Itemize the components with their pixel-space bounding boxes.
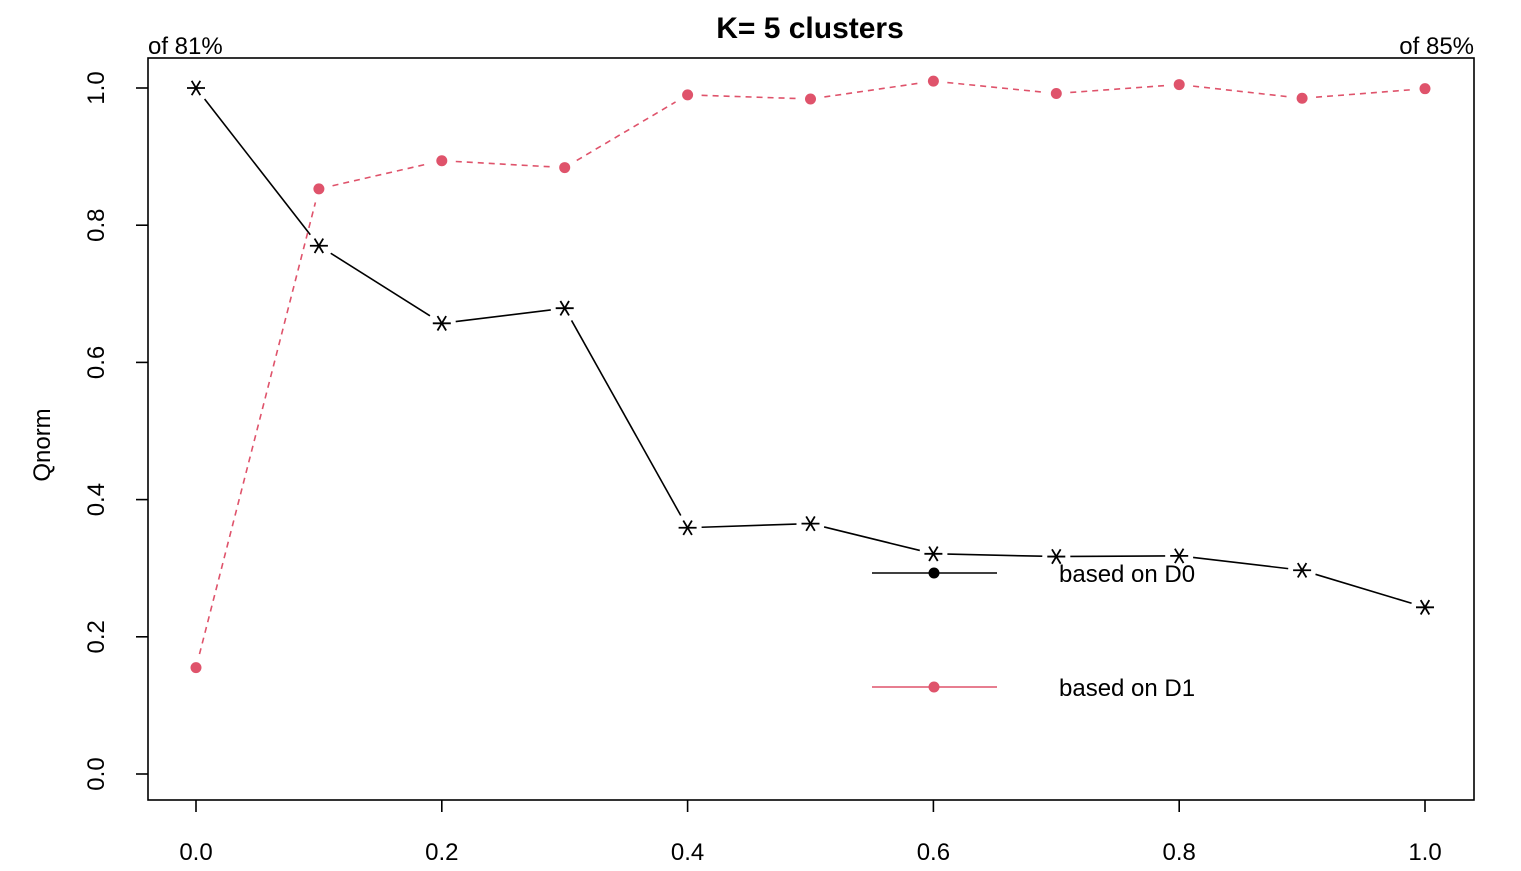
series-segment xyxy=(455,309,551,323)
legend-label: based on D1 xyxy=(1059,675,1195,702)
data-point xyxy=(678,520,697,536)
series-segment xyxy=(203,98,311,236)
right-annotation: of 85% xyxy=(1399,33,1474,60)
asterisk-stroke xyxy=(436,315,447,331)
asterisk-stroke xyxy=(1174,548,1185,564)
asterisk-stroke xyxy=(1051,548,1062,565)
data-point xyxy=(309,238,328,254)
asterisk-stroke xyxy=(1419,599,1431,615)
asterisk-stroke xyxy=(313,238,324,254)
legend-label: based on D0 xyxy=(1059,561,1195,588)
series-segment xyxy=(1070,555,1166,558)
data-point xyxy=(1416,599,1434,615)
data-point xyxy=(313,183,325,195)
y-tick-label: 0.2 xyxy=(83,620,110,653)
data-point xyxy=(187,80,205,96)
y-tick-label: 0.8 xyxy=(83,209,110,242)
asterisk-stroke xyxy=(805,515,816,532)
x-tick-label: 0.6 xyxy=(917,839,950,866)
series-layer xyxy=(187,75,1434,674)
data-point xyxy=(1173,79,1185,91)
data-point xyxy=(1296,92,1308,104)
x-tick-label: 0.4 xyxy=(671,839,704,866)
plot-frame xyxy=(147,57,1475,801)
series-segment xyxy=(823,526,920,552)
series-segment xyxy=(332,163,429,187)
series-segment xyxy=(701,523,797,529)
series-segment xyxy=(576,101,676,162)
data-point xyxy=(682,89,694,101)
data-point xyxy=(801,515,820,532)
data-point xyxy=(555,300,574,316)
legend: based on D0 based on D1 xyxy=(872,561,1195,702)
data-point xyxy=(1047,548,1066,565)
asterisk-stroke xyxy=(928,546,939,562)
data-point xyxy=(805,93,816,105)
legend-item: based on D0 xyxy=(872,561,1195,588)
series-segment xyxy=(947,81,1043,93)
series-segment xyxy=(1193,556,1289,570)
y-tick-label: 0.6 xyxy=(83,346,110,379)
series-segment xyxy=(1070,84,1166,94)
data-point xyxy=(1170,548,1189,564)
x-axis: 0.0 0.2 0.4 0.6 0.8 1.0 xyxy=(179,800,1442,866)
series-segment xyxy=(1193,85,1289,98)
series-segment xyxy=(1315,88,1412,98)
series-segment xyxy=(701,94,797,100)
series-segment xyxy=(455,160,551,168)
legend-item: based on D1 xyxy=(872,675,1195,702)
x-tick-label: 0.0 xyxy=(179,839,212,866)
legend-marker xyxy=(928,567,940,579)
series-segment xyxy=(947,553,1043,558)
x-tick-label: 1.0 xyxy=(1408,839,1441,866)
asterisk-stroke xyxy=(682,520,693,536)
data-point xyxy=(436,155,448,167)
asterisk-stroke xyxy=(559,300,570,316)
y-axis: 0.0 0.2 0.4 0.6 0.8 1.0 xyxy=(83,71,148,791)
legend-marker xyxy=(928,681,940,693)
chart-title: K= 5 clusters xyxy=(716,12,904,45)
y-tick-label: 0.0 xyxy=(83,757,110,790)
asterisk-stroke xyxy=(1297,562,1308,578)
y-tick-label: 0.4 xyxy=(83,483,110,516)
x-tick-label: 0.2 xyxy=(425,839,458,866)
data-point xyxy=(432,315,451,331)
y-tick-label: 1.0 xyxy=(83,71,110,104)
series-segment xyxy=(570,320,682,516)
data-point xyxy=(927,75,939,87)
series-segment xyxy=(824,82,920,98)
data-point xyxy=(1050,87,1062,99)
series-segment xyxy=(198,202,317,655)
asterisk-stroke xyxy=(190,80,202,96)
series-segment xyxy=(1315,573,1412,605)
data-point xyxy=(924,546,943,562)
series-d0 xyxy=(187,80,1434,615)
y-axis-label: Qnorm xyxy=(29,408,56,481)
series-segment xyxy=(330,252,431,317)
data-point xyxy=(559,162,571,174)
series-d1 xyxy=(190,75,1431,674)
left-annotation: of 81% xyxy=(148,33,223,60)
x-tick-label: 0.8 xyxy=(1163,839,1196,866)
data-point xyxy=(1293,562,1312,578)
data-point xyxy=(190,662,202,674)
data-point xyxy=(1419,83,1431,95)
